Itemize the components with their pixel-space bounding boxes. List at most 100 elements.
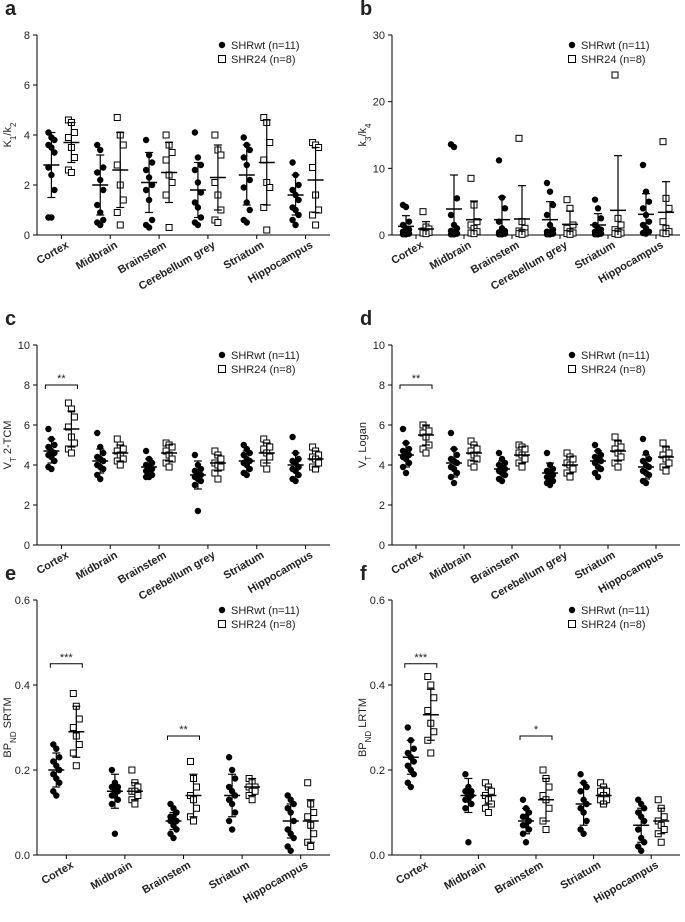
point (191, 481, 199, 489)
legend-marker (568, 351, 576, 359)
point (402, 203, 410, 211)
point (645, 471, 653, 479)
point (187, 758, 194, 765)
point (597, 215, 605, 222)
point (665, 459, 673, 467)
x-tick-label: Midbrain (442, 859, 488, 892)
y-tick-label: 0.0 (370, 850, 385, 862)
error-bar-group (48, 752, 65, 788)
point (243, 471, 250, 479)
x-tick-label: Cortex (35, 549, 72, 577)
error-bar-group (161, 444, 178, 462)
point (295, 181, 302, 189)
panel-letter: e (5, 563, 16, 585)
legend-label: SHR24 (n=8) (231, 54, 296, 66)
x-tick-label: Cortex (35, 239, 72, 267)
error-bar-group (258, 442, 275, 464)
point (660, 813, 668, 821)
panel-letter: b (360, 0, 372, 20)
point (583, 783, 590, 791)
point (424, 707, 432, 714)
point (410, 745, 417, 752)
point (45, 425, 52, 433)
point (70, 439, 78, 447)
y-tick-label: 2 (24, 500, 30, 512)
point (114, 796, 122, 803)
y-axis-label: BPND SRTM (2, 697, 18, 757)
y-axis-label-part: V (2, 461, 14, 469)
y-tick-label: 0.4 (15, 680, 30, 692)
y-axis-label-part: K (2, 139, 14, 147)
error-bar-group (418, 424, 434, 446)
error-bar-group (538, 777, 554, 822)
error-bar-group (658, 446, 674, 468)
legend-label: SHRwt (n=11) (581, 40, 650, 52)
point (453, 451, 461, 459)
point (113, 161, 121, 169)
point (654, 796, 662, 804)
y-tick-label: 4 (24, 130, 30, 142)
legend-label: SHRwt (n=11) (581, 350, 650, 362)
point (142, 166, 150, 174)
panel-letter: d (360, 308, 372, 330)
point (521, 455, 529, 463)
point (45, 164, 52, 171)
point (168, 149, 176, 156)
point (69, 690, 77, 697)
x-tick-label: Brainstem (493, 859, 546, 896)
point (113, 435, 121, 443)
x-tick-label: Hippocampus (592, 859, 661, 906)
x-tick-label: Cortex (40, 859, 77, 887)
point (69, 724, 77, 731)
point (659, 218, 667, 226)
point (170, 834, 177, 842)
point (453, 469, 461, 477)
point (134, 792, 142, 799)
point (225, 754, 233, 761)
point (662, 467, 670, 475)
y-axis-label: K1/k2 (2, 122, 18, 147)
error-bar-group (141, 458, 158, 476)
y-axis-label-part: 1 (9, 135, 18, 140)
point (645, 198, 653, 205)
error-bar-group (402, 739, 419, 775)
error-bar-group (209, 144, 226, 211)
error-bar-group (446, 174, 462, 235)
y-axis-label-part: 2 (9, 122, 18, 127)
legend-label: SHRwt (n=11) (231, 40, 300, 52)
y-tick-label: 6 (24, 420, 30, 432)
error-bar-group (494, 460, 510, 478)
point (462, 805, 469, 812)
point (525, 826, 533, 833)
legend-marker (218, 365, 226, 373)
x-tick-label: Cortex (389, 549, 426, 577)
y-tick-label: 0 (379, 230, 385, 242)
significance-bracket (49, 663, 83, 668)
error-bar-group (258, 119, 275, 206)
point (635, 826, 642, 833)
point (119, 141, 127, 149)
panel: f BPND LRTM 0.0 0.2 0.4 0.6 Cortex Midbrain Brai… (357, 563, 680, 906)
point (549, 201, 557, 209)
point (470, 463, 478, 471)
legend-marker (568, 55, 576, 63)
y-tick-label: 0.2 (15, 765, 30, 777)
error-bar-group (189, 161, 206, 219)
point (191, 129, 199, 136)
error-bar-group (466, 444, 482, 462)
legend-label: SHRwt (n=11) (231, 350, 300, 362)
point (191, 451, 199, 459)
y-axis-label-part: V (357, 460, 369, 468)
error-bar-group (185, 773, 202, 818)
point (194, 507, 202, 515)
point (518, 463, 526, 471)
point (309, 164, 317, 171)
point (214, 475, 222, 483)
point (295, 196, 302, 204)
point (148, 181, 156, 189)
point (430, 728, 438, 736)
point (240, 184, 247, 191)
point (427, 749, 435, 757)
point (642, 479, 650, 487)
